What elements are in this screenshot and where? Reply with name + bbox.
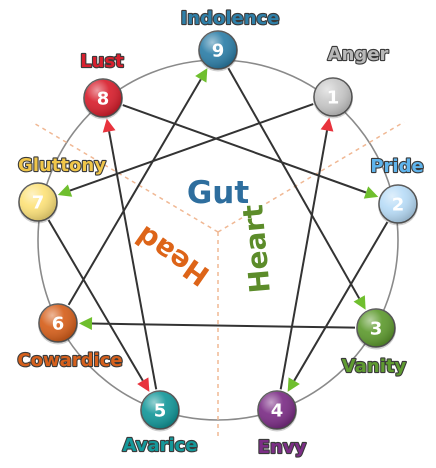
sin-label-2: Pride (370, 156, 423, 177)
arrow-head-8-2 (363, 186, 379, 199)
arrow-head-1-7 (57, 184, 73, 197)
center-label-head: Head (130, 219, 216, 293)
center-label-gut: Gut (187, 175, 250, 211)
sin-label-5: Avarice (122, 435, 197, 456)
node-number-1: 1 (327, 88, 340, 109)
sin-label-8: Lust (80, 51, 124, 72)
node-number-5: 5 (154, 401, 167, 422)
arrow-head-4-1 (320, 117, 334, 132)
arrow-line-6-9 (67, 78, 202, 306)
node-6: 6 (38, 303, 78, 345)
sin-label-7: Gluttony (18, 155, 106, 176)
node-3: 3 (356, 308, 396, 350)
node-4: 4 (257, 390, 297, 432)
node-number-3: 3 (370, 319, 383, 340)
sin-label-9: Indolence (181, 8, 280, 29)
node-number-9: 9 (212, 41, 225, 62)
node-number-2: 2 (392, 195, 405, 216)
node-8: 8 (83, 78, 123, 120)
node-number-8: 8 (97, 89, 110, 110)
sin-label-1: Anger (328, 44, 389, 65)
node-number-7: 7 (32, 193, 45, 214)
arrow-head-9-3 (353, 295, 366, 310)
node-group: 1 2 3 4 5 6 7 8 9 (18, 30, 418, 432)
node-5: 5 (140, 390, 180, 432)
arrow-line-4-1 (279, 130, 328, 390)
center-label-heart: Heart (236, 203, 277, 294)
arrow-line-2-4 (293, 221, 389, 382)
node-1: 1 (313, 77, 353, 119)
label-group: Anger Pride Vanity Envy Avarice Cowardice Glut… (16, 7, 424, 459)
arrow-line-3-6 (91, 322, 356, 329)
sin-label-6: Cowardice (17, 350, 122, 371)
arrow-group (47, 67, 389, 392)
node-2: 2 (378, 184, 418, 226)
arrow-line-1-7 (69, 103, 314, 192)
arrow-head-3-6 (78, 317, 93, 331)
arrow-line-5-8 (108, 131, 158, 390)
node-number-6: 6 (52, 314, 65, 335)
arrow-line-7-5 (47, 219, 144, 382)
node-number-4: 4 (271, 401, 284, 422)
sin-label-4: Envy (258, 437, 307, 458)
arrow-line-9-3 (227, 67, 361, 299)
arrow-head-6-9 (195, 68, 208, 83)
arrow-head-7-5 (137, 377, 150, 392)
arrow-head-2-4 (287, 377, 300, 392)
arrow-head-5-8 (102, 118, 116, 133)
arrow-line-8-2 (122, 104, 367, 194)
sin-label-3: Vanity (342, 356, 407, 377)
node-7: 7 (18, 182, 58, 224)
node-9: 9 (198, 30, 238, 72)
